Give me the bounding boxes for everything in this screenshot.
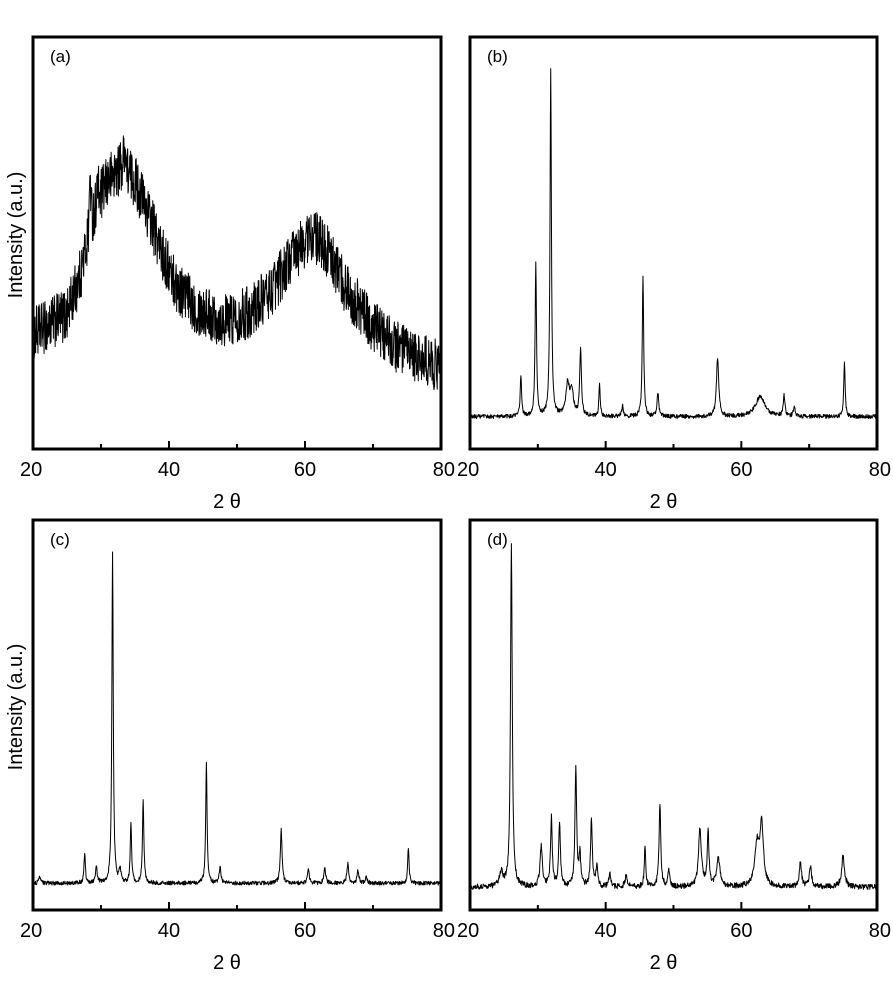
plot-frame-d [468, 518, 879, 912]
y-axis-label-c: Intensity (a.u.) [5, 644, 27, 771]
x-tick-label-b-40: 40 [595, 459, 617, 481]
plot-frame-b [468, 35, 879, 451]
x-tick-label-a-60: 60 [294, 459, 316, 481]
y-axis-label-a: Intensity (a.u.) [5, 172, 27, 299]
x-tick-label-c-20: 20 [20, 920, 42, 942]
x-tick-label-d-20: 20 [457, 920, 479, 942]
x-tick-label-c-40: 40 [158, 920, 180, 942]
x-tick-label-b-60: 60 [730, 459, 752, 481]
x-axis-label-d: 2 θ [650, 952, 678, 974]
x-tick-label-b-20: 20 [457, 459, 479, 481]
x-tick-label-a-40: 40 [158, 459, 180, 481]
xrd-pattern-d [469, 543, 878, 891]
x-tick-label-d-60: 60 [730, 920, 752, 942]
plot-frame-a [31, 35, 443, 451]
xrd-pattern-a [32, 135, 442, 391]
x-tick-label-d-40: 40 [595, 920, 617, 942]
xrd-pattern-b [469, 68, 878, 420]
xrd-pattern-c [32, 551, 442, 886]
panel-label-d: (d) [487, 530, 508, 549]
x-axis-label-c: 2 θ [213, 952, 241, 974]
x-tick-label-a-80: 80 [433, 459, 455, 481]
x-tick-label-c-60: 60 [294, 920, 316, 942]
panel-label-c: (c) [50, 530, 70, 549]
panel-label-b: (b) [487, 47, 508, 66]
x-axis-label-a: 2 θ [213, 491, 241, 513]
x-axis-label-b: 2 θ [650, 491, 678, 513]
x-tick-label-c-80: 80 [433, 920, 455, 942]
x-tick-label-b-80: 80 [869, 459, 891, 481]
x-tick-label-d-80: 80 [869, 920, 891, 942]
panel-label-a: (a) [50, 47, 71, 66]
plot-frame-c [31, 518, 443, 912]
x-tick-label-a-20: 20 [20, 459, 42, 481]
